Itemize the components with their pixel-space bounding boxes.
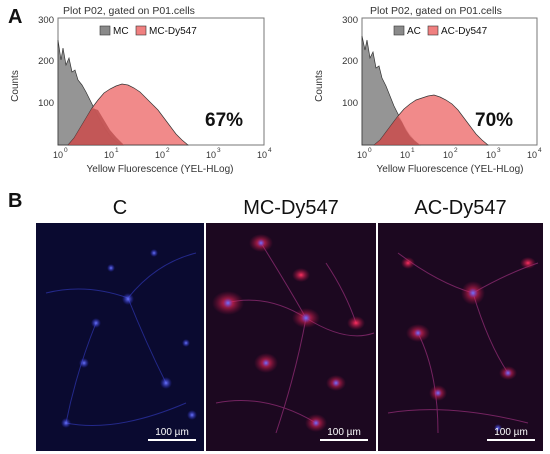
x-tick: 10	[527, 150, 537, 160]
flow-histogram-2: Plot P02, gated on P01.cells 300 200 100…	[314, 5, 542, 175]
legend-swatch-dye	[135, 25, 147, 36]
x-tick-exp: 2	[454, 147, 458, 154]
x-tick-exp: 3	[497, 147, 501, 154]
x-tick: 10	[104, 150, 114, 160]
legend-swatch-control	[99, 25, 111, 36]
legend-swatch-control	[393, 25, 405, 36]
x-axis-label: Yellow Fluorescence (YEL-HLog)	[87, 164, 234, 175]
scale-line	[320, 439, 368, 441]
panel-b-label: B	[8, 190, 23, 212]
image-title-control: C	[112, 197, 128, 219]
x-tick-exp: 3	[217, 147, 221, 154]
x-tick: 10	[443, 150, 453, 160]
legend-entry: MC	[113, 26, 129, 37]
x-tick-exp: 1	[115, 147, 119, 154]
x-tick: 10	[206, 150, 216, 160]
percent-label: 70%	[475, 110, 513, 131]
x-tick-exp: 2	[166, 147, 170, 154]
x-tick-exp: 4	[538, 147, 542, 154]
x-tick: 10	[257, 150, 267, 160]
scale-line	[148, 439, 196, 441]
legend-entry: AC	[407, 26, 421, 37]
micrograph-control: 100 µm	[36, 223, 204, 451]
image-title-ac-dy547: AC-Dy547	[414, 197, 507, 219]
plot-title: Plot P02, gated on P01.cells	[63, 5, 195, 17]
x-tick: 10	[400, 150, 410, 160]
x-tick: 10	[53, 150, 63, 160]
y-tick: 300	[342, 15, 358, 26]
scale-bar: 100 µm	[148, 427, 196, 441]
percent-label: 67%	[205, 110, 243, 131]
flow-histogram-1: Plot P02, gated on P01.cells 300 200 100…	[10, 5, 272, 175]
image-title-mc-dy547: MC-Dy547	[243, 197, 339, 219]
x-tick-exp: 4	[268, 147, 272, 154]
x-tick: 10	[357, 150, 367, 160]
micrograph-mc-dy547: 100 µm	[206, 223, 376, 451]
x-tick-exp: 0	[368, 147, 372, 154]
panel-a-label: A	[8, 6, 23, 28]
y-tick: 200	[38, 56, 54, 67]
scale-label: 100 µm	[494, 427, 528, 438]
y-tick: 300	[38, 15, 54, 26]
scale-line	[487, 439, 535, 441]
x-tick-exp: 1	[411, 147, 415, 154]
x-axis-label: Yellow Fluorescence (YEL-HLog)	[377, 164, 524, 175]
x-tick: 10	[486, 150, 496, 160]
legend-swatch-dye	[427, 25, 439, 36]
micrograph-ac-dy547: 100 µm	[378, 223, 543, 451]
y-axis-label: Counts	[314, 70, 325, 102]
plot-title: Plot P02, gated on P01.cells	[370, 5, 502, 17]
overlap-region	[68, 108, 124, 145]
scale-bar: 100 µm	[320, 427, 368, 441]
scale-bar: 100 µm	[487, 427, 535, 441]
scale-label: 100 µm	[327, 427, 361, 438]
y-tick: 100	[38, 98, 54, 109]
y-tick: 200	[342, 56, 358, 67]
x-tick: 10	[155, 150, 165, 160]
y-axis-label: Counts	[10, 70, 21, 102]
overlap-region	[374, 116, 420, 145]
x-tick-exp: 0	[64, 147, 68, 154]
legend-entry: MC-Dy547	[149, 26, 197, 37]
legend-entry: AC-Dy547	[441, 26, 488, 37]
scale-label: 100 µm	[155, 427, 189, 438]
y-tick: 100	[342, 98, 358, 109]
